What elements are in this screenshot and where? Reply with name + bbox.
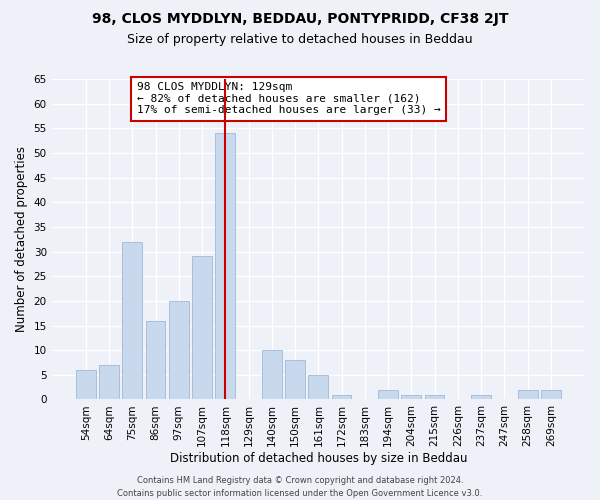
Bar <box>146 320 166 400</box>
Bar <box>471 394 491 400</box>
Bar <box>192 256 212 400</box>
Bar <box>518 390 538 400</box>
Bar <box>262 350 282 400</box>
Bar <box>332 394 352 400</box>
Bar <box>285 360 305 400</box>
Bar <box>122 242 142 400</box>
Text: Size of property relative to detached houses in Beddau: Size of property relative to detached ho… <box>127 32 473 46</box>
Bar <box>99 365 119 400</box>
Bar <box>308 375 328 400</box>
Text: 98, CLOS MYDDLYN, BEDDAU, PONTYPRIDD, CF38 2JT: 98, CLOS MYDDLYN, BEDDAU, PONTYPRIDD, CF… <box>92 12 508 26</box>
Text: Contains HM Land Registry data © Crown copyright and database right 2024.
Contai: Contains HM Land Registry data © Crown c… <box>118 476 482 498</box>
Bar <box>378 390 398 400</box>
Bar <box>425 394 445 400</box>
Text: 98 CLOS MYDDLYN: 129sqm
← 82% of detached houses are smaller (162)
17% of semi-d: 98 CLOS MYDDLYN: 129sqm ← 82% of detache… <box>137 82 441 116</box>
Bar <box>169 301 188 400</box>
Y-axis label: Number of detached properties: Number of detached properties <box>15 146 28 332</box>
Bar <box>401 394 421 400</box>
Bar <box>215 133 235 400</box>
X-axis label: Distribution of detached houses by size in Beddau: Distribution of detached houses by size … <box>170 452 467 465</box>
Bar <box>541 390 561 400</box>
Bar <box>76 370 95 400</box>
